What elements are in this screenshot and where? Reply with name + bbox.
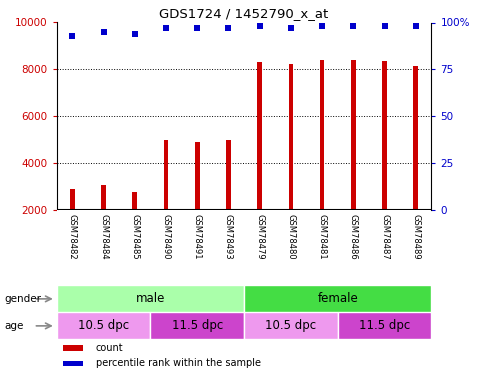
Point bbox=[193, 25, 201, 31]
Bar bbox=[320, 60, 324, 210]
Point bbox=[256, 23, 264, 29]
Text: GSM78484: GSM78484 bbox=[99, 214, 108, 260]
Bar bbox=[57, 312, 150, 339]
Point bbox=[69, 33, 76, 39]
Bar bbox=[338, 312, 431, 339]
Bar bbox=[133, 192, 137, 210]
Text: GSM78485: GSM78485 bbox=[130, 214, 139, 260]
Bar bbox=[150, 312, 244, 339]
Point bbox=[162, 25, 170, 31]
Text: GSM78481: GSM78481 bbox=[317, 214, 326, 260]
Text: count: count bbox=[96, 343, 123, 352]
Bar bbox=[244, 285, 431, 312]
Bar bbox=[288, 64, 293, 210]
Title: GDS1724 / 1452790_x_at: GDS1724 / 1452790_x_at bbox=[159, 7, 329, 20]
Bar bbox=[257, 62, 262, 210]
Text: GSM78482: GSM78482 bbox=[68, 214, 77, 260]
Text: GSM78489: GSM78489 bbox=[411, 214, 420, 260]
Point bbox=[131, 31, 139, 37]
Text: GSM78493: GSM78493 bbox=[224, 214, 233, 260]
Point bbox=[318, 23, 326, 29]
Text: GSM78487: GSM78487 bbox=[380, 214, 389, 260]
Bar bbox=[414, 66, 418, 210]
Bar bbox=[195, 142, 200, 210]
Text: gender: gender bbox=[4, 294, 41, 304]
Text: 11.5 dpc: 11.5 dpc bbox=[359, 320, 410, 332]
Text: GSM78486: GSM78486 bbox=[349, 214, 358, 260]
Text: 11.5 dpc: 11.5 dpc bbox=[172, 320, 223, 332]
Text: GSM78480: GSM78480 bbox=[286, 214, 295, 260]
Bar bbox=[244, 312, 338, 339]
Text: GSM78479: GSM78479 bbox=[255, 214, 264, 260]
Point bbox=[224, 25, 232, 31]
Point bbox=[350, 23, 357, 29]
Text: GSM78491: GSM78491 bbox=[193, 214, 202, 260]
Bar bbox=[63, 361, 83, 366]
Bar bbox=[226, 140, 231, 210]
Bar bbox=[57, 285, 244, 312]
Bar bbox=[382, 61, 387, 210]
Text: 10.5 dpc: 10.5 dpc bbox=[265, 320, 317, 332]
Text: GSM78490: GSM78490 bbox=[162, 214, 171, 260]
Text: male: male bbox=[136, 292, 165, 305]
Text: age: age bbox=[4, 321, 23, 331]
Point bbox=[100, 29, 107, 35]
Point bbox=[412, 23, 420, 29]
Bar bbox=[101, 184, 106, 210]
Text: 10.5 dpc: 10.5 dpc bbox=[78, 320, 129, 332]
Text: percentile rank within the sample: percentile rank within the sample bbox=[96, 358, 261, 368]
Text: female: female bbox=[317, 292, 358, 305]
Point bbox=[287, 25, 295, 31]
Point bbox=[381, 23, 388, 29]
Bar bbox=[164, 140, 168, 210]
Bar bbox=[63, 345, 83, 351]
Bar bbox=[70, 189, 74, 210]
Bar bbox=[351, 60, 355, 210]
